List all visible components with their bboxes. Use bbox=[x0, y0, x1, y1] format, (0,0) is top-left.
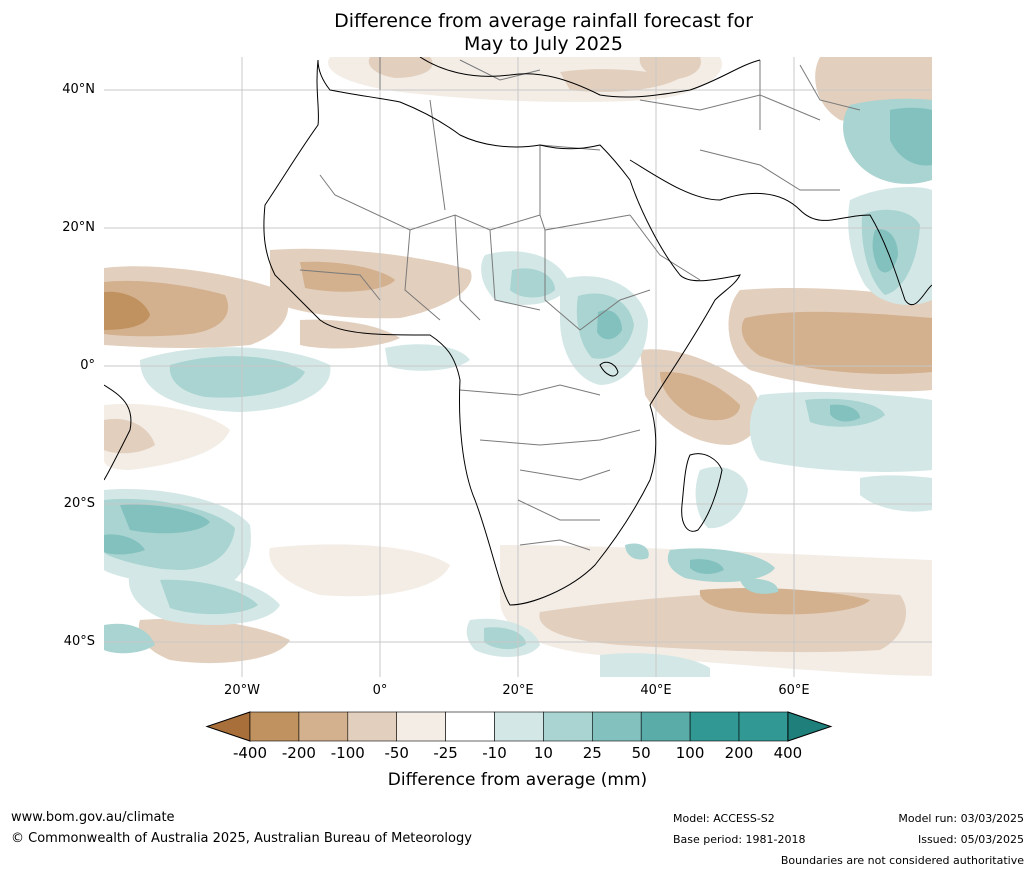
colorbar-tick-label: -200 bbox=[281, 744, 316, 762]
footer-issued: Issued: 05/03/2025 bbox=[917, 833, 1024, 846]
wet-region-gulf-of-guinea bbox=[385, 344, 470, 371]
colorbar-tick-label: 400 bbox=[773, 744, 803, 762]
dry-region-indian-ocean-core bbox=[741, 311, 932, 375]
colorbar-segment bbox=[347, 711, 397, 742]
graticule bbox=[104, 57, 932, 677]
colorbar-segment bbox=[494, 711, 544, 742]
lon-label-20w: 20°W bbox=[224, 683, 260, 698]
africa-coastline bbox=[263, 59, 741, 606]
colorbar bbox=[205, 711, 833, 742]
lon-label-20e: 20°E bbox=[502, 683, 534, 698]
lon-label-40e: 40°E bbox=[640, 683, 672, 698]
lat-label-40s: 40°S bbox=[63, 634, 95, 649]
colorbar-tick-label: 50 bbox=[631, 744, 651, 762]
lat-label-20n: 20°N bbox=[62, 220, 95, 235]
wet-region-central-asia-core bbox=[890, 107, 932, 166]
map-title-line1: Difference from average rainfall forecas… bbox=[334, 10, 753, 32]
wet-region-south-atlantic-band-core bbox=[160, 579, 258, 615]
lake-victoria-coastline bbox=[599, 361, 619, 377]
footer-copyright: © Commonwealth of Australia 2025, Austra… bbox=[11, 831, 472, 846]
dry-region-mediterranean-core bbox=[368, 57, 701, 92]
map-title-line2: May to July 2025 bbox=[464, 33, 623, 55]
dry-region-east-africa-coast-core bbox=[660, 371, 740, 421]
colorbar-segment bbox=[543, 711, 593, 742]
dry-region-south-atlantic-core bbox=[104, 418, 155, 454]
colorbar-tick-label: -10 bbox=[482, 744, 507, 762]
colorbar-segment bbox=[298, 711, 349, 742]
arabia-india-coastline bbox=[629, 159, 932, 306]
colorbar-segment bbox=[249, 711, 300, 742]
wet-region-far-southwest bbox=[104, 623, 155, 654]
mediterranean-north-coastline bbox=[419, 57, 761, 98]
colorbar-segment bbox=[640, 711, 691, 742]
colorbar-segment bbox=[396, 711, 446, 742]
madagascar-coastline bbox=[681, 453, 723, 532]
colorbar-tick-label: 25 bbox=[582, 744, 602, 762]
lat-label-20s: 20°S bbox=[63, 496, 95, 511]
dry-region-sahel-core bbox=[300, 261, 395, 292]
colorbar-tick-label: 10 bbox=[533, 744, 553, 762]
colorbar-segment bbox=[738, 711, 789, 742]
wet-region-cape-south-core bbox=[484, 627, 526, 650]
wet-region-central-africa-north-core bbox=[510, 268, 555, 298]
dry-region-gulf-guinea bbox=[300, 319, 400, 349]
dry-region-south-atlantic-midlat bbox=[269, 544, 450, 597]
colorbar-segment bbox=[445, 711, 495, 742]
colorbar-tick-label: -100 bbox=[330, 744, 365, 762]
colorbar-tick-label: 100 bbox=[675, 744, 705, 762]
wet-region-southwest-atlantic-core bbox=[104, 504, 210, 555]
dry-region-southwest-atlantic bbox=[138, 618, 290, 664]
wet-region-south-indian-ocean bbox=[749, 392, 932, 472]
dry-region-southern-ocean-core bbox=[699, 588, 870, 615]
dry-region-west-atlantic-center bbox=[104, 291, 150, 330]
footer-disclaimer: Boundaries are not considered authoritat… bbox=[780, 854, 1024, 867]
colorbar-tick-label: -400 bbox=[232, 744, 268, 762]
lat-label-equator: 0° bbox=[80, 358, 95, 373]
colorbar-tick-label: 200 bbox=[724, 744, 754, 762]
coastlines bbox=[104, 57, 932, 606]
wet-region-south-indian-ocean-core bbox=[830, 404, 860, 422]
colorbar-title: Difference from average (mm) bbox=[387, 770, 648, 790]
colorbar-extension-low bbox=[205, 711, 251, 742]
colorbar-tick-label: -50 bbox=[384, 744, 409, 762]
footer-model: Model: ACCESS-S2 bbox=[673, 812, 775, 825]
footer-website[interactable]: www.bom.gov.au/climate bbox=[11, 810, 175, 825]
south-america-coastline bbox=[104, 384, 132, 481]
footer-model-run: Model run: 03/03/2025 bbox=[898, 812, 1024, 825]
wet-region-southeast-africa-offshore bbox=[667, 548, 775, 583]
colorbar-segment bbox=[591, 711, 642, 742]
colorbar-tick-label: -25 bbox=[433, 744, 458, 762]
wet-region-southern-ocean-edge bbox=[600, 653, 710, 677]
dry-region-south-atlantic bbox=[104, 403, 230, 470]
wet-region-small-cells bbox=[625, 543, 779, 594]
wet-region-far-south-indian bbox=[860, 475, 932, 512]
map-title: Difference from average rainfall forecas… bbox=[0, 10, 1035, 56]
wet-region-southeast-africa-offshore-core bbox=[690, 559, 724, 574]
lat-label-40n: 40°N bbox=[62, 82, 95, 97]
lon-label-60e: 60°E bbox=[778, 683, 810, 698]
rainfall-anomaly-shading bbox=[104, 57, 932, 677]
country-borders bbox=[299, 57, 861, 551]
footer-base-period: Base period: 1981-2018 bbox=[673, 833, 806, 846]
colorbar-extension-high bbox=[787, 711, 833, 742]
colorbar-segment bbox=[689, 711, 740, 742]
wet-region-east-central-africa-core bbox=[597, 310, 622, 340]
lon-label-0: 0° bbox=[372, 683, 388, 698]
